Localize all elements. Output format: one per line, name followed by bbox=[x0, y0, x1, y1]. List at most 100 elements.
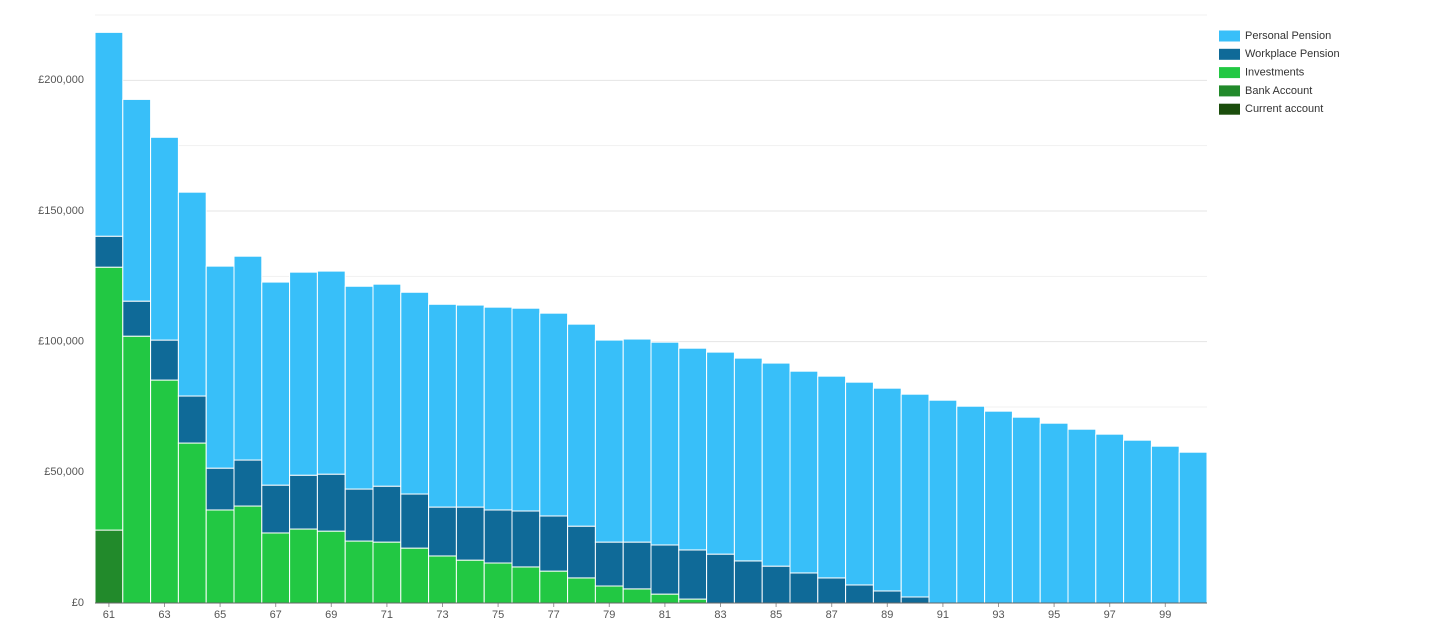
bar-segment bbox=[872, 590, 902, 604]
bar-segment bbox=[845, 381, 874, 586]
bar-segment bbox=[94, 235, 124, 268]
bar-segment bbox=[316, 530, 346, 604]
bar-segment bbox=[233, 459, 263, 507]
bar-segment bbox=[316, 473, 346, 532]
bar-segment bbox=[177, 442, 207, 604]
bar-segment bbox=[789, 370, 819, 574]
x-tick-label: 75 bbox=[492, 609, 504, 621]
bar-segment bbox=[289, 474, 318, 530]
bar-segment bbox=[94, 266, 124, 531]
x-tick-label: 89 bbox=[881, 609, 893, 621]
bar-segment bbox=[150, 379, 179, 604]
legend-label: Investments bbox=[1245, 67, 1305, 79]
bar-segment bbox=[150, 339, 179, 381]
x-tick-label: 81 bbox=[659, 609, 671, 621]
bar-segment bbox=[733, 560, 763, 604]
bar-segment bbox=[205, 265, 235, 469]
bar-segment bbox=[372, 283, 402, 487]
bar-segment bbox=[845, 584, 874, 604]
x-tick-label: 93 bbox=[992, 609, 1004, 621]
legend-label: Workplace Pension bbox=[1245, 48, 1340, 60]
bar-segment bbox=[205, 467, 235, 511]
bar-segment bbox=[400, 493, 430, 549]
bar-segment bbox=[483, 562, 513, 604]
bar-segment bbox=[1039, 422, 1069, 604]
bar-segment bbox=[428, 555, 457, 604]
bar-segment bbox=[483, 509, 513, 564]
legend-label: Personal Pension bbox=[1245, 30, 1331, 42]
bar-segment bbox=[94, 31, 124, 237]
bar-segment bbox=[539, 570, 569, 604]
bar-segment bbox=[706, 553, 735, 604]
bar-segment bbox=[900, 393, 930, 598]
bar-segment bbox=[455, 506, 485, 561]
bar-segment bbox=[761, 362, 791, 567]
bar-segment bbox=[511, 510, 541, 568]
bar-segment bbox=[205, 509, 235, 604]
bar-segment bbox=[817, 375, 847, 579]
bar-segment bbox=[594, 541, 624, 587]
bar-segment bbox=[122, 98, 152, 302]
bar-segment bbox=[483, 306, 513, 511]
bar-segment bbox=[594, 339, 624, 543]
bar-segment bbox=[1011, 416, 1041, 604]
x-tick-label: 87 bbox=[826, 609, 838, 621]
bar-segment bbox=[650, 593, 680, 604]
bar-segment bbox=[261, 532, 291, 604]
bar-segment bbox=[1178, 451, 1208, 604]
bar-segment bbox=[455, 304, 485, 508]
bar-segment bbox=[511, 566, 541, 604]
x-tick-label: 95 bbox=[1048, 609, 1060, 621]
x-tick-label: 99 bbox=[1159, 609, 1171, 621]
y-tick-label: £50,000 bbox=[44, 466, 84, 478]
bar-segment bbox=[400, 291, 430, 495]
bar-segment bbox=[428, 506, 457, 557]
bar-segment bbox=[650, 544, 680, 595]
bar-segment bbox=[289, 528, 318, 604]
bar-segment bbox=[177, 395, 207, 444]
bar-segment bbox=[928, 399, 958, 604]
bar-segment bbox=[539, 515, 569, 572]
bar-segment bbox=[372, 541, 402, 604]
bar-segment bbox=[622, 338, 652, 543]
bar-segment bbox=[400, 547, 430, 604]
x-tick-label: 85 bbox=[770, 609, 782, 621]
y-tick-label: £150,000 bbox=[38, 205, 84, 217]
x-tick-label: 73 bbox=[436, 609, 448, 621]
x-tick-label: 65 bbox=[214, 609, 226, 621]
bar-segment bbox=[678, 598, 708, 604]
bar-segment bbox=[1067, 428, 1097, 604]
x-tick-label: 77 bbox=[548, 609, 560, 621]
bar-segment bbox=[678, 347, 708, 551]
y-tick-label: £0 bbox=[72, 597, 84, 609]
x-tick-label: 97 bbox=[1104, 609, 1116, 621]
bar-segment bbox=[567, 525, 596, 579]
x-tick-label: 67 bbox=[270, 609, 282, 621]
bar-segment bbox=[455, 559, 485, 604]
bar-segment bbox=[900, 596, 930, 604]
bar-segment bbox=[984, 410, 1013, 604]
x-tick-label: 91 bbox=[937, 609, 949, 621]
bar-segment bbox=[261, 484, 291, 534]
bar-segment bbox=[956, 405, 986, 604]
bar-segment bbox=[622, 588, 652, 604]
bar-segment bbox=[539, 312, 569, 517]
x-tick-label: 69 bbox=[325, 609, 337, 621]
legend-swatch bbox=[1219, 85, 1240, 97]
bar-segment bbox=[177, 191, 207, 397]
bar-segment bbox=[511, 307, 541, 512]
bar-segment bbox=[567, 577, 596, 604]
x-tick-label: 71 bbox=[381, 609, 393, 621]
bar-segment bbox=[150, 136, 179, 341]
bar-segment bbox=[122, 300, 152, 337]
bar-segment bbox=[289, 271, 318, 476]
bar-segment bbox=[372, 485, 402, 543]
legend-swatch bbox=[1219, 48, 1240, 60]
bar-segment bbox=[872, 387, 902, 592]
bar-segment bbox=[428, 303, 457, 508]
bar-segment bbox=[622, 541, 652, 590]
bar-segment bbox=[233, 505, 263, 604]
bar-segment bbox=[567, 323, 596, 527]
y-tick-label: £200,000 bbox=[38, 74, 84, 86]
